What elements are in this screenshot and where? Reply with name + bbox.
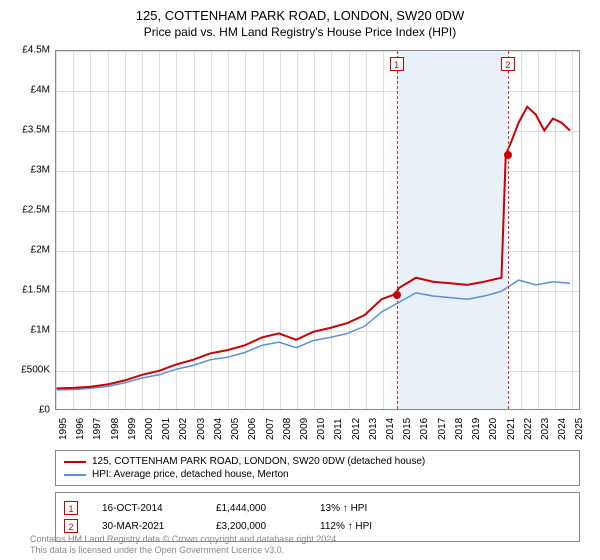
legend-swatch	[64, 461, 86, 463]
x-axis-label: 2006	[247, 418, 258, 440]
tx-badge: 2	[64, 519, 78, 533]
table-row: 1 16-OCT-2014 £1,444,000 13% ↑ HPI	[64, 499, 571, 517]
tx-date: 16-OCT-2014	[102, 503, 192, 514]
x-axis-label: 2016	[419, 418, 430, 440]
y-axis-label: £1M	[31, 325, 50, 336]
legend-label: 125, COTTENHAM PARK ROAD, LONDON, SW20 0…	[92, 456, 425, 467]
tx-price: £1,444,000	[216, 503, 296, 514]
legend-label: HPI: Average price, detached house, Mert…	[92, 469, 289, 480]
y-axis-label: £2.5M	[22, 205, 50, 216]
y-axis-label: £4M	[31, 85, 50, 96]
tx-badge: 1	[64, 501, 78, 515]
legend-item: 125, COTTENHAM PARK ROAD, LONDON, SW20 0…	[64, 455, 571, 468]
y-axis-label: £0	[39, 405, 50, 416]
series-line	[56, 107, 570, 389]
line-series-svg	[56, 51, 579, 409]
x-axis-label: 2008	[282, 418, 293, 440]
transaction-point	[504, 151, 512, 159]
marker-vline	[508, 51, 509, 409]
x-axis-label: 2019	[471, 418, 482, 440]
x-axis-label: 2002	[178, 418, 189, 440]
marker-callout: 1	[390, 57, 404, 71]
x-axis-label: 1999	[127, 418, 138, 440]
x-axis-label: 2009	[299, 418, 310, 440]
x-axis-label: 2003	[196, 418, 207, 440]
y-axis-label: £3.5M	[22, 125, 50, 136]
x-axis-label: 2005	[230, 418, 241, 440]
x-axis-label: 2017	[437, 418, 448, 440]
x-axis-label: 2025	[574, 418, 585, 440]
x-axis-label: 1996	[75, 418, 86, 440]
chart-container: 125, COTTENHAM PARK ROAD, LONDON, SW20 0…	[0, 0, 600, 560]
chart-title: 125, COTTENHAM PARK ROAD, LONDON, SW20 0…	[0, 8, 600, 23]
x-axis-label: 2013	[368, 418, 379, 440]
title-block: 125, COTTENHAM PARK ROAD, LONDON, SW20 0…	[0, 0, 600, 39]
x-axis-label: 2012	[351, 418, 362, 440]
legend: 125, COTTENHAM PARK ROAD, LONDON, SW20 0…	[55, 450, 580, 486]
footer: Contains HM Land Registry data © Crown c…	[30, 534, 339, 557]
x-axis-label: 1995	[58, 418, 69, 440]
table-row: 2 30-MAR-2021 £3,200,000 112% ↑ HPI	[64, 517, 571, 535]
y-axis-label: £2M	[31, 245, 50, 256]
marker-callout: 2	[501, 57, 515, 71]
x-axis-label: 2001	[161, 418, 172, 440]
chart-plot-area: 12 £0£500K£1M£1.5M£2M£2.5M£3M£3.5M£4M£4.…	[55, 50, 580, 410]
x-axis-label: 2015	[402, 418, 413, 440]
x-axis-label: 2000	[144, 418, 155, 440]
x-axis-label: 2007	[265, 418, 276, 440]
footer-line: Contains HM Land Registry data © Crown c…	[30, 534, 339, 545]
series-line	[56, 280, 570, 390]
footer-line: This data is licensed under the Open Gov…	[30, 545, 339, 556]
x-axis-label: 2020	[488, 418, 499, 440]
x-axis-label: 2010	[316, 418, 327, 440]
y-axis-label: £1.5M	[22, 285, 50, 296]
y-axis-label: £4.5M	[22, 45, 50, 56]
x-axis-label: 1998	[110, 418, 121, 440]
marker-vline	[397, 51, 398, 409]
chart-subtitle: Price paid vs. HM Land Registry's House …	[0, 25, 600, 39]
x-axis-label: 2014	[385, 418, 396, 440]
tx-delta: 112% ↑ HPI	[320, 521, 372, 532]
y-axis-label: £3M	[31, 165, 50, 176]
tx-date: 30-MAR-2021	[102, 521, 192, 532]
x-axis-label: 2004	[213, 418, 224, 440]
transaction-point	[393, 291, 401, 299]
legend-swatch	[64, 474, 86, 476]
x-axis-label: 2022	[523, 418, 534, 440]
x-axis-label: 2018	[454, 418, 465, 440]
tx-price: £3,200,000	[216, 521, 296, 532]
x-axis-label: 2021	[506, 418, 517, 440]
x-axis-label: 2023	[540, 418, 551, 440]
tx-delta: 13% ↑ HPI	[320, 503, 367, 514]
x-axis-label: 2011	[333, 418, 344, 440]
x-axis-label: 1997	[92, 418, 103, 440]
legend-item: HPI: Average price, detached house, Mert…	[64, 468, 571, 481]
x-axis-label: 2024	[557, 418, 568, 440]
y-axis-label: £500K	[21, 365, 50, 376]
plot-rect: 12	[55, 50, 580, 410]
legend-and-table: 125, COTTENHAM PARK ROAD, LONDON, SW20 0…	[55, 450, 580, 542]
